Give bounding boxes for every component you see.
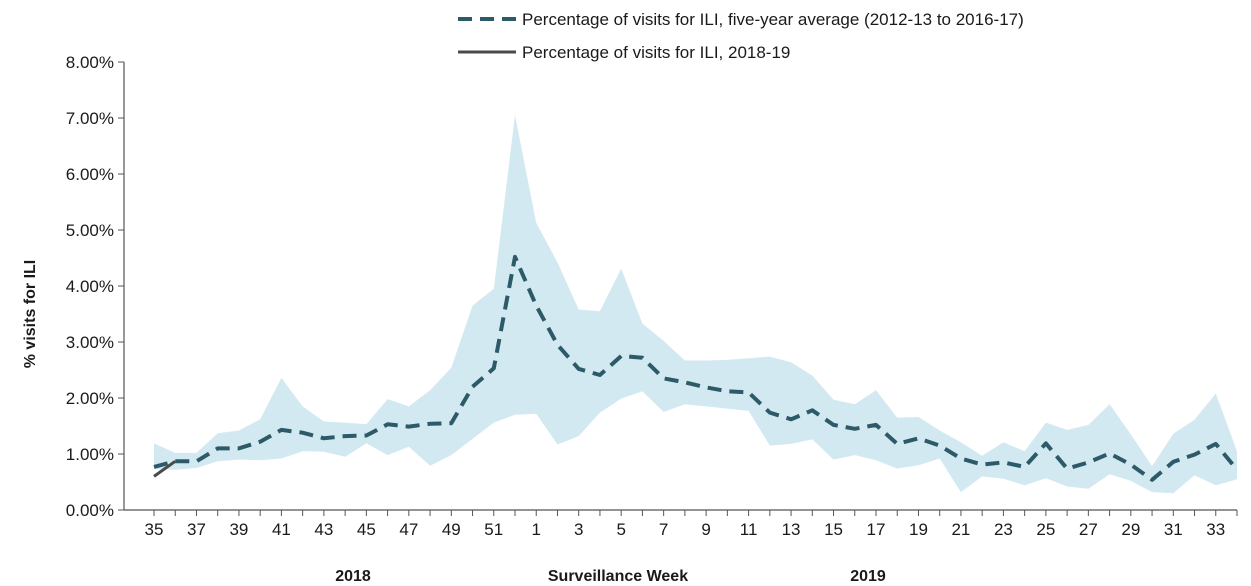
x-tick-label: 39 [229,520,248,539]
x-tick-label: 25 [1036,520,1055,539]
x-tick-label: 33 [1206,520,1225,539]
y-tick-label: 5.00% [66,221,114,240]
y-tick-label: 8.00% [66,53,114,72]
x-tick-label: 41 [272,520,291,539]
x-tick-label: 37 [187,520,206,539]
y-tick-label: 1.00% [66,445,114,464]
x-tick-label: 13 [782,520,801,539]
y-tick-label: 2.00% [66,389,114,408]
x-tick-label: 49 [442,520,461,539]
y-tick-labels: 0.00% 1.00% 2.00% 3.00% 4.00% 5.00% 6.00% 7.00%… [66,53,114,520]
y-tick-label: 0.00% [66,501,114,520]
x-tick-label: 9 [701,520,710,539]
x-tick-label: 21 [951,520,970,539]
axes [118,61,1238,516]
x-tick-labels: 35 37 39 41 43 45 47 49 51 1 3 5 7 9 11 13 15 17 19 21 23 25 2… [145,520,1226,539]
x-tick-label: 7 [659,520,668,539]
x-tick-label: 51 [484,520,503,539]
year-label-2018: 2018 [335,568,371,585]
x-axis-title: Surveillance Week [548,568,688,585]
x-tick-label: 43 [314,520,333,539]
x-tick-label: 29 [1121,520,1140,539]
x-tick-label: 35 [145,520,164,539]
y-tick-label: 4.00% [66,277,114,296]
x-tick-label: 47 [399,520,418,539]
y-tick-label: 6.00% [66,165,114,184]
range-band-area [154,115,1237,494]
series-line-five-year-average [153,254,1239,482]
x-tick-label: 5 [616,520,625,539]
historical-range-band [154,115,1237,494]
series-lines [153,254,1239,482]
y-tick-label: 7.00% [66,109,114,128]
x-tick-label: 11 [740,520,758,539]
x-tick-label: 23 [994,520,1013,539]
x-tick-label: 27 [1079,520,1098,539]
series-line-2018-19 [153,460,177,478]
x-tick-label: 31 [1164,520,1183,539]
x-tick-label: 17 [867,520,886,539]
x-tick-label: 45 [357,520,376,539]
y-axis-title: % visits for ILI [22,260,39,368]
x-tick-label: 1 [532,520,541,539]
year-label-2019: 2019 [850,568,886,585]
legend-label-five-year-average: Percentage of visits for ILI, five-year … [522,10,1024,29]
legend: Percentage of visits for ILI, five-year … [458,10,1024,62]
y-tick-label: 3.00% [66,333,114,352]
legend-label-2018-19: Percentage of visits for ILI, 2018-19 [522,43,790,62]
x-tick-label: 15 [824,520,843,539]
x-tick-label: 3 [574,520,583,539]
x-tick-label: 19 [909,520,928,539]
